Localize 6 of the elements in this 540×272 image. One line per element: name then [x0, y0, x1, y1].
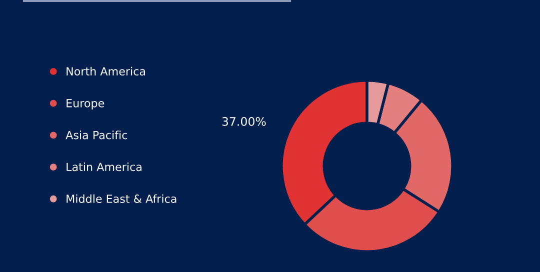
- legend-label: North America: [66, 66, 146, 76]
- legend-label: Middle East & Africa: [66, 194, 176, 203]
- legend-label: Asia Pacific: [66, 130, 128, 140]
- legend-label: Europe: [66, 99, 104, 110]
- data-label: 37.00%: [222, 116, 266, 126]
- legend-label: Latin America: [66, 162, 142, 172]
